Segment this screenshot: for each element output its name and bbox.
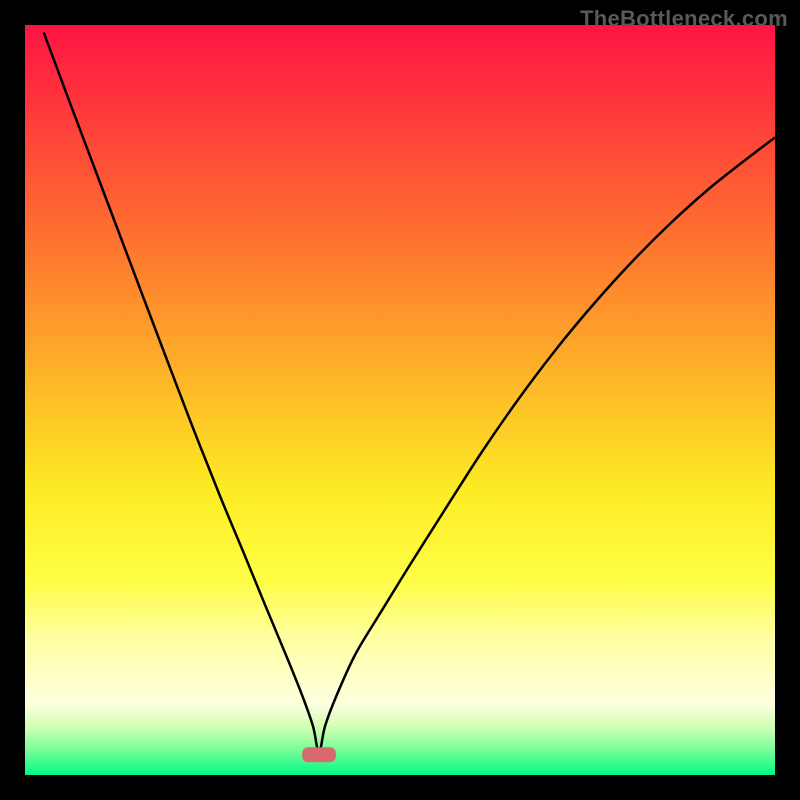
chart-container: TheBottleneck.com — [0, 0, 800, 800]
optimal-marker — [302, 747, 336, 762]
watermark-text: TheBottleneck.com — [580, 6, 788, 32]
bottleneck-chart — [0, 0, 800, 800]
